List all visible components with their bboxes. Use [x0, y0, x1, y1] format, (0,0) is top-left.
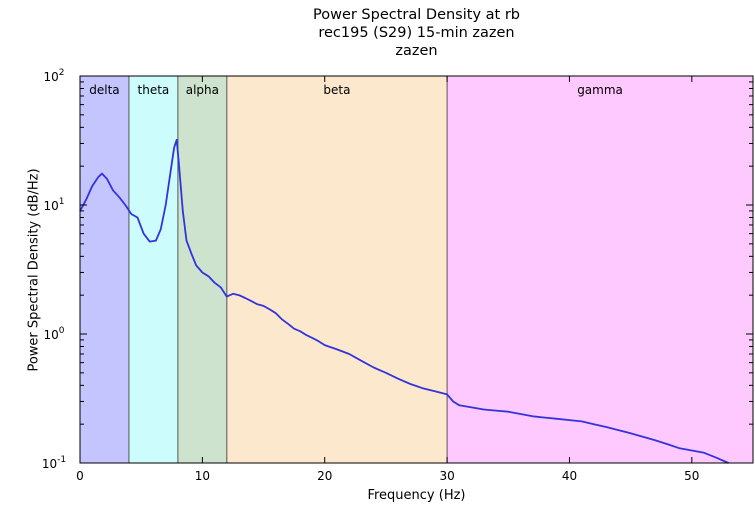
chart-subtitle: rec195 (S29) 15-min zazen	[318, 25, 515, 41]
x-tick-label: 20	[317, 469, 332, 483]
band-theta	[128, 76, 178, 463]
band-label-alpha: alpha	[186, 83, 219, 97]
y-tick-base: 10	[43, 70, 58, 84]
x-tick-label: 0	[76, 469, 84, 483]
y-tick-base: 10	[43, 328, 58, 342]
chart-title: Power Spectral Density at rb	[312, 7, 520, 23]
y-tick-exponent: 0	[59, 326, 65, 336]
x-tick-label: 40	[562, 469, 577, 483]
y-tick-exponent: -1	[57, 455, 66, 465]
band-label-delta: delta	[89, 83, 119, 97]
band-label-gamma: gamma	[577, 83, 623, 97]
y-tick-label: 100	[43, 326, 64, 342]
y-tick-label: 10-1	[42, 455, 66, 471]
y-tick-exponent: 2	[59, 68, 65, 78]
band-label-beta: beta	[323, 83, 350, 97]
y-tick-base: 10	[42, 457, 57, 471]
band-beta	[226, 76, 448, 463]
chart-subtitle-2: zazen	[395, 43, 438, 59]
band-alpha	[177, 76, 227, 463]
psd-line-layer	[79, 138, 729, 464]
y-tick-label: 102	[43, 68, 64, 84]
psd-line	[79, 138, 729, 464]
y-tick-base: 10	[43, 199, 58, 213]
y-tick-exponent: 1	[59, 197, 65, 207]
band-label-theta: theta	[138, 83, 170, 97]
x-tick-label: 30	[439, 469, 454, 483]
y-tick-label: 101	[43, 197, 64, 213]
x-axis-label: Frequency (Hz)	[367, 488, 466, 503]
frequency-bands: delta theta alpha beta gamma	[80, 76, 753, 463]
x-tick-label: 10	[195, 469, 210, 483]
chart-title-block: Power Spectral Density at rb rec195 (S29…	[80, 6, 753, 60]
plot-frame	[79, 75, 754, 464]
band-delta	[80, 76, 129, 463]
x-tick-label: 50	[684, 469, 699, 483]
band-gamma	[447, 76, 753, 463]
